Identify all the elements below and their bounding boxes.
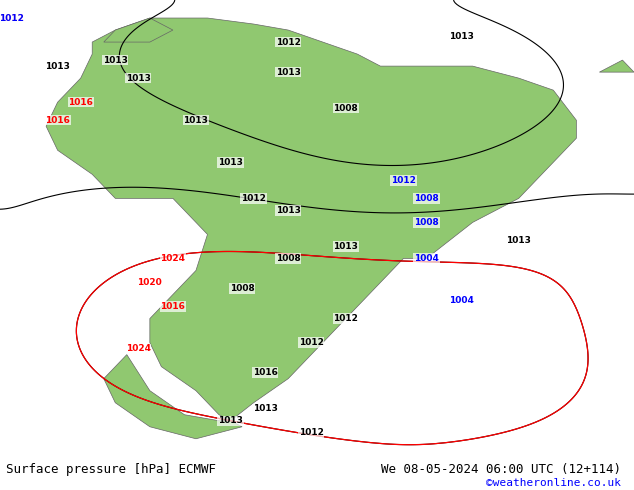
- Text: 1013: 1013: [276, 68, 301, 76]
- Text: 1013: 1013: [333, 242, 358, 251]
- Text: ©weatheronline.co.uk: ©weatheronline.co.uk: [486, 478, 621, 488]
- Text: Surface pressure [hPa] ECMWF: Surface pressure [hPa] ECMWF: [6, 463, 216, 476]
- Text: 1013: 1013: [253, 404, 278, 413]
- Text: 1024: 1024: [126, 344, 151, 353]
- Text: 1008: 1008: [276, 254, 301, 263]
- Text: We 08-05-2024 06:00 UTC (12+114): We 08-05-2024 06:00 UTC (12+114): [381, 463, 621, 476]
- Text: 1004: 1004: [414, 254, 439, 263]
- Text: 1013: 1013: [449, 31, 474, 41]
- Text: 1016: 1016: [253, 368, 278, 377]
- Text: 1012: 1012: [391, 176, 416, 185]
- Text: 1008: 1008: [414, 194, 439, 203]
- Polygon shape: [46, 18, 576, 439]
- Text: 1012: 1012: [0, 14, 24, 23]
- Text: 1012: 1012: [299, 338, 324, 347]
- Text: 1013: 1013: [218, 158, 243, 167]
- Text: 1012: 1012: [0, 14, 24, 23]
- Text: 1016: 1016: [160, 302, 185, 311]
- Text: 1020: 1020: [138, 278, 162, 287]
- Text: 1008: 1008: [333, 104, 358, 113]
- Text: 1012: 1012: [276, 38, 301, 47]
- Polygon shape: [599, 60, 634, 72]
- Text: 1024: 1024: [160, 254, 185, 263]
- Text: 1013: 1013: [507, 236, 531, 245]
- Text: 1013: 1013: [126, 74, 151, 83]
- Text: 1012: 1012: [241, 194, 266, 203]
- Polygon shape: [104, 18, 173, 42]
- Text: 1008: 1008: [414, 218, 439, 227]
- Text: 1013: 1013: [218, 416, 243, 425]
- Text: 1012: 1012: [333, 314, 358, 323]
- Text: 1013: 1013: [45, 62, 70, 71]
- Text: 1012: 1012: [299, 428, 324, 437]
- Text: 1008: 1008: [230, 284, 254, 293]
- Text: 1016: 1016: [45, 116, 70, 125]
- Text: 1013: 1013: [276, 206, 301, 215]
- Text: 1016: 1016: [68, 98, 93, 107]
- Text: 1013: 1013: [103, 55, 127, 65]
- Text: 1004: 1004: [449, 296, 474, 305]
- Text: 1013: 1013: [183, 116, 209, 125]
